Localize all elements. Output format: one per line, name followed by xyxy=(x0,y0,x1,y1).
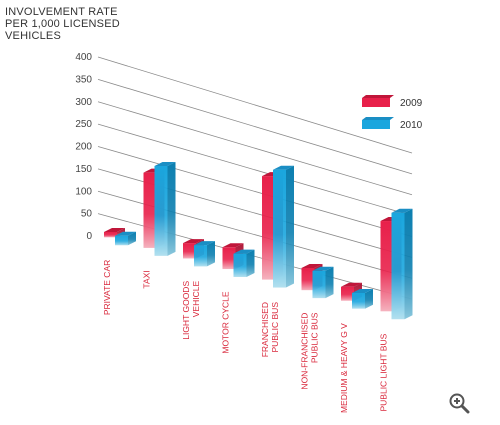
x-tick-label: PUBLIC BUS xyxy=(310,312,320,363)
y-tick-label: 400 xyxy=(75,52,92,63)
legend-swatch xyxy=(362,120,390,129)
x-tick-label: FRANCHISED xyxy=(260,302,270,357)
chart-title-line-1: INVOLVEMENT RATE xyxy=(5,6,118,18)
x-tick-label: VEHICLE xyxy=(191,281,201,318)
x-tick-label: NON-FRANCHISED xyxy=(300,313,310,390)
gridline xyxy=(97,101,413,196)
legend-label: 2009 xyxy=(400,98,423,109)
legend-item-2009: 2009 xyxy=(362,95,423,109)
gridline xyxy=(97,56,413,154)
bars xyxy=(104,161,413,320)
x-tick-label: PUBLIC BUS xyxy=(270,302,280,353)
x-tick-label: PUBLIC LIGHT BUS xyxy=(379,333,389,411)
legend-label: 2010 xyxy=(400,120,423,131)
y-tick-label: 200 xyxy=(75,142,92,153)
bar-2010-3 xyxy=(233,249,255,277)
bar-2010-6 xyxy=(352,288,373,309)
x-axis-labels: PRIVATE CAR TAXI LIGHT GOODS VEHICLE MOTOR C… xyxy=(102,260,389,413)
x-tick-label: PRIVATE CAR xyxy=(102,260,112,315)
bar-2010-4 xyxy=(273,165,294,288)
bar-2010-2 xyxy=(194,241,215,267)
x-tick-label: MEDIUM & HEAVY G V xyxy=(339,323,349,413)
bar-2010-7 xyxy=(391,208,413,320)
bar-2010-5 xyxy=(312,266,334,299)
y-tick-label: 350 xyxy=(75,74,92,85)
chart-title: INVOLVEMENT RATE PER 1,000 LICENSED VEHI… xyxy=(5,6,175,42)
legend: 2009 2010 xyxy=(362,95,423,131)
gridline xyxy=(97,78,413,175)
y-tick-label: 50 xyxy=(81,209,93,220)
y-tick-label: 150 xyxy=(75,164,92,175)
gridline xyxy=(97,146,413,237)
chart-title-line-2: PER 1,000 LICENSED xyxy=(5,18,120,30)
chart-title-line-3: VEHICLES xyxy=(5,30,62,42)
legend-item-2010: 2010 xyxy=(362,117,423,131)
x-tick-label: LIGHT GOODS xyxy=(181,281,191,340)
zoom-in-icon[interactable] xyxy=(448,392,470,414)
y-tick-label: 300 xyxy=(75,97,92,108)
y-tick-label: 100 xyxy=(75,186,92,197)
legend-swatch xyxy=(362,98,390,107)
y-axis-ticks: 400 350 300 250 200 150 100 50 0 xyxy=(75,52,92,242)
bar-2010-0 xyxy=(115,231,136,246)
bar-2010-1 xyxy=(154,161,176,256)
y-tick-label: 0 xyxy=(86,231,92,242)
y-tick-label: 250 xyxy=(75,119,92,130)
x-tick-label: TAXI xyxy=(142,270,152,288)
x-tick-label: MOTOR CYCLE xyxy=(221,291,231,354)
gridline xyxy=(97,123,413,217)
